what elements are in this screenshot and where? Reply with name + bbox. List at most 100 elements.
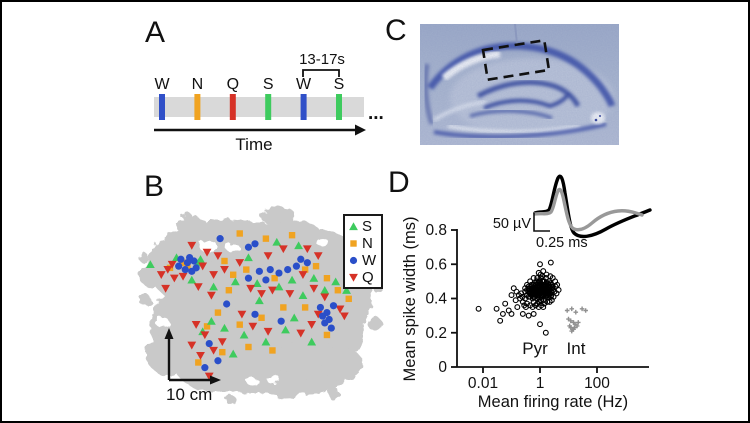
epoch-marker-q bbox=[298, 271, 308, 279]
int-point bbox=[564, 308, 570, 313]
epoch-marker-q bbox=[169, 274, 179, 283]
legend-glyph bbox=[349, 222, 358, 231]
pyr-point bbox=[537, 261, 543, 268]
epoch-marker-q bbox=[187, 341, 197, 350]
y-tick-label: 0 bbox=[438, 359, 447, 376]
epoch-marker-w bbox=[244, 243, 253, 251]
epoch-marker-w bbox=[175, 262, 183, 270]
epoch-marker-q bbox=[248, 322, 258, 331]
square-icon bbox=[350, 240, 357, 247]
pyr-waveform bbox=[533, 174, 652, 239]
epoch-tick-q-2 bbox=[229, 94, 236, 120]
time-scale-label: 0.25 ms bbox=[536, 235, 588, 251]
epoch-marker-s bbox=[298, 291, 308, 299]
int-point bbox=[575, 320, 581, 325]
epoch-tick-n-1 bbox=[194, 94, 201, 120]
panel-a-label: A bbox=[145, 16, 166, 49]
epoch-marker-n bbox=[214, 309, 222, 316]
epoch-marker-q bbox=[193, 283, 203, 291]
epoch-marker-q bbox=[209, 271, 218, 279]
pyr-point bbox=[537, 298, 543, 305]
epoch-marker-n bbox=[236, 230, 243, 237]
epoch-marker-n bbox=[258, 314, 265, 321]
epoch-marker-w bbox=[192, 264, 200, 272]
epoch-marker-n bbox=[221, 257, 228, 265]
epoch-marker-n bbox=[219, 348, 226, 356]
epoch-marker-q bbox=[307, 321, 317, 329]
inset-scale-bracket bbox=[533, 213, 550, 232]
epoch-marker-w bbox=[327, 324, 335, 332]
int-point bbox=[568, 318, 574, 324]
pyr-point bbox=[545, 290, 552, 297]
panel-d-scatter-plot: 0 0.2 0.4 0.6 0.8 0.01 1 100 Mean firing rate (… bbox=[401, 174, 652, 411]
epoch-marker-q bbox=[202, 248, 212, 257]
pyr-point bbox=[537, 321, 543, 328]
epoch-marker-w bbox=[316, 303, 324, 312]
epoch-marker-w bbox=[303, 259, 311, 267]
epoch-label-2: Q bbox=[227, 76, 239, 93]
epoch-marker-w bbox=[205, 339, 213, 348]
pyr-point bbox=[542, 329, 549, 336]
pyr-point bbox=[528, 283, 535, 290]
epoch-label-4: W bbox=[296, 76, 312, 93]
epoch-marker-w bbox=[216, 235, 224, 243]
int-point bbox=[583, 308, 588, 313]
legend-item-n: N bbox=[348, 235, 379, 252]
pyr-point bbox=[524, 286, 530, 293]
epoch-marker-q bbox=[313, 252, 323, 261]
pyr-point bbox=[493, 305, 500, 312]
legend-label: N bbox=[362, 235, 373, 252]
pyr-point bbox=[510, 285, 517, 292]
epoch-marker-s bbox=[220, 323, 229, 332]
epoch-marker-s bbox=[228, 349, 238, 358]
epoch-marker-n bbox=[345, 295, 352, 303]
epoch-position-markers bbox=[145, 230, 352, 381]
nissl-texture bbox=[420, 24, 619, 145]
epoch-marker-n bbox=[262, 235, 270, 242]
waveform-inset: 50 µV 0.25 ms bbox=[493, 174, 652, 251]
epoch-marker-q bbox=[335, 305, 345, 314]
timeline-ellipsis: ... bbox=[368, 103, 384, 124]
epoch-marker-s bbox=[309, 274, 319, 282]
circle-icon bbox=[349, 256, 358, 265]
epoch-marker-q bbox=[237, 310, 247, 319]
y-axis-title: Mean spike width (ms) bbox=[401, 216, 419, 381]
pyr-point bbox=[519, 310, 526, 317]
epoch-marker-s bbox=[230, 277, 240, 286]
time-arrowhead-icon bbox=[355, 124, 366, 136]
pyr-point bbox=[547, 273, 554, 280]
epoch-marker-n bbox=[280, 304, 287, 311]
epoch-marker-n bbox=[269, 347, 276, 354]
pyr-point bbox=[527, 278, 534, 285]
panel-b-label: B bbox=[144, 170, 165, 203]
epoch-marker-n bbox=[225, 287, 233, 294]
recording-site-dashed-box bbox=[481, 38, 551, 82]
int-point bbox=[573, 309, 579, 315]
pyr-point bbox=[555, 286, 562, 293]
pyr-point bbox=[502, 300, 509, 307]
epoch-marker-w bbox=[297, 255, 305, 263]
epoch-marker-q bbox=[167, 260, 177, 269]
epoch-label-1: N bbox=[192, 76, 204, 93]
int-point bbox=[574, 323, 580, 329]
epoch-marker-n bbox=[288, 232, 296, 239]
epoch-marker-q bbox=[204, 372, 214, 381]
time-axis-label: Time bbox=[235, 135, 272, 154]
epoch-marker-n bbox=[271, 275, 278, 282]
epoch-marker-q bbox=[209, 346, 218, 355]
epoch-tick-w-4 bbox=[300, 94, 307, 120]
epoch-marker-s bbox=[239, 330, 249, 339]
epoch-marker-q bbox=[220, 266, 229, 274]
epoch-marker-q bbox=[191, 321, 201, 329]
epoch-marker-n bbox=[301, 266, 309, 273]
pyr-point bbox=[499, 310, 506, 317]
interval-label: 13-17s bbox=[299, 51, 345, 68]
pyr-point bbox=[550, 293, 557, 300]
epoch-tick-w-0 bbox=[159, 94, 165, 120]
epoch-marker-w bbox=[284, 266, 292, 274]
y-tick-label: 0.4 bbox=[425, 291, 447, 308]
epoch-marker-s bbox=[187, 275, 197, 284]
epoch-marker-s bbox=[145, 260, 155, 269]
epoch-marker-s bbox=[342, 286, 351, 294]
